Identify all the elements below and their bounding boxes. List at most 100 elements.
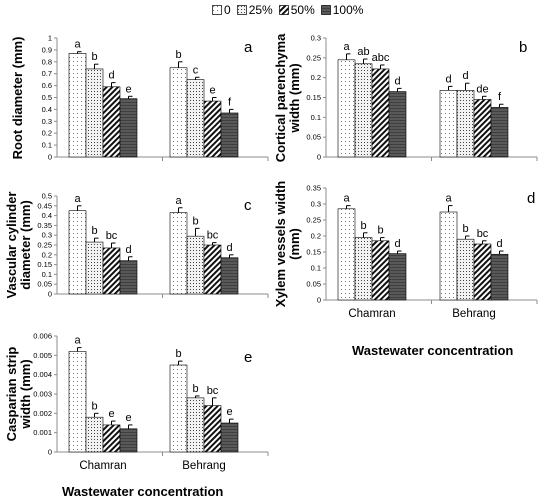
- y-tick-label: 0.5: [42, 93, 52, 102]
- significance-letter: bc: [207, 385, 219, 397]
- category-label: Chamran: [79, 460, 126, 472]
- significance-letter: b: [91, 51, 97, 63]
- bar-d-0-0: [337, 208, 356, 301]
- y-axis-title: Cortical parenchymawidth (mm): [273, 33, 302, 162]
- significance-letter: b: [377, 225, 383, 237]
- bar-e-3-0: [119, 428, 138, 453]
- y-axis-title: Vascular cylinderdiameter (mm): [4, 192, 33, 299]
- bar-b-1-1: [456, 90, 475, 158]
- legend: 0 25% 50% 100%: [212, 2, 369, 18]
- significance-letter: a: [74, 335, 81, 347]
- panel-c: 00.050.10.150.20.250.30.350.40.450.5 a abb…: [4, 192, 269, 299]
- y-tick-label: 0.4: [42, 105, 52, 114]
- y-tick-label: 0.45: [37, 201, 52, 210]
- bar-d-1-1: [456, 238, 475, 301]
- legend-label-100: 100%: [332, 3, 364, 17]
- significance-letter: d: [108, 70, 114, 82]
- bar-c-2-1: [203, 244, 222, 295]
- y-axis-title: Xylem vessels width(mm): [273, 181, 302, 308]
- bar-e-0-1: [169, 364, 188, 453]
- y-tick-label: 0: [317, 153, 321, 162]
- y-tick-label: 0.9: [42, 45, 52, 54]
- significance-letter: b: [175, 49, 181, 61]
- legend-item-100: 100%: [320, 3, 364, 17]
- legend-swatch-50: [278, 5, 289, 15]
- significance-letter: d: [394, 75, 400, 87]
- y-tick-label: 0.3: [311, 200, 321, 209]
- y-tick-label: 0.001: [33, 428, 52, 437]
- y-tick-label: 0.35: [37, 221, 52, 230]
- y-tick-label: 0.05: [306, 133, 321, 142]
- y-tick-label: 0.005: [33, 351, 52, 360]
- y-tick-label: 0: [48, 153, 52, 162]
- significance-letter: b: [462, 223, 468, 235]
- y-tick-label: 0.2: [42, 129, 52, 138]
- y-tick-label: 0.15: [306, 93, 321, 102]
- significance-letter: c: [193, 64, 199, 76]
- y-axis-title: Casparian stripwidth (mm): [4, 347, 33, 442]
- bar-a-1-0: [85, 68, 104, 158]
- bar-a-1-1: [186, 79, 205, 158]
- bar-a-3-0: [119, 98, 138, 158]
- bar-c-3-1: [220, 257, 239, 295]
- significance-letter: ab: [357, 46, 369, 58]
- significance-letter: b: [91, 400, 97, 412]
- y-tick-label: 0.7: [42, 69, 52, 78]
- y-tick-label: 0.003: [33, 390, 52, 399]
- bar-b-1-0: [354, 63, 373, 158]
- panel-letter: c: [244, 197, 252, 214]
- significance-letter: e: [125, 412, 131, 424]
- significance-letter: b: [192, 383, 198, 395]
- y-tick-label: 0.1: [42, 270, 52, 279]
- significance-letter: a: [343, 193, 350, 205]
- significance-letter: e: [108, 408, 114, 420]
- y-tick-label: 0.25: [37, 241, 52, 250]
- legend-swatch-25: [236, 5, 247, 15]
- bar-e-1-1: [186, 397, 205, 453]
- bar-c-1-0: [85, 241, 104, 295]
- significance-letter: de: [476, 83, 488, 95]
- bar-d-0-1: [439, 211, 458, 301]
- significance-letter: d: [394, 238, 400, 250]
- bar-d-2-1: [473, 243, 492, 301]
- y-tick-label: 0.3: [311, 34, 321, 43]
- bar-e-1-0: [85, 416, 104, 453]
- legend-item-0: 0: [212, 3, 231, 17]
- significance-letter: bc: [207, 230, 219, 242]
- category-label: Chamran: [348, 308, 395, 320]
- y-tick-label: 0.6: [42, 81, 52, 90]
- category-label: Behrang: [452, 308, 495, 320]
- bar-a-2-0: [102, 86, 121, 158]
- y-tick-label: 0: [48, 448, 52, 457]
- panel-b: 00.050.10.150.20.250.3adabdabcdedfbCorti…: [273, 33, 538, 162]
- bar-c-0-1: [169, 212, 188, 295]
- bar-e-2-1: [203, 405, 222, 453]
- y-axis-title: Root diameter (mm): [10, 37, 25, 160]
- legend-swatch-0: [212, 5, 222, 15]
- bar-b-3-1: [490, 107, 509, 158]
- panel-letter: d: [527, 190, 535, 207]
- bar-b-2-0: [371, 68, 390, 158]
- significance-letter: e: [125, 83, 131, 95]
- y-tick-label: 0.25: [306, 53, 321, 62]
- significance-letter: b: [192, 215, 198, 227]
- y-tick-label: 0.1: [311, 113, 321, 122]
- legend-swatch-100: [320, 5, 331, 15]
- bar-c-2-0: [102, 247, 121, 295]
- bar-d-3-0: [388, 253, 407, 301]
- bar-c-3-0: [119, 260, 138, 295]
- y-tick-label: 0.15: [37, 260, 52, 269]
- y-tick-label: 0.2: [311, 73, 321, 82]
- bar-e-0-0: [68, 351, 87, 453]
- bar-b-0-1: [439, 90, 458, 158]
- bar-a-3-1: [220, 112, 239, 158]
- legend-label-0: 0: [224, 3, 231, 17]
- category-label: Behrang: [182, 460, 225, 472]
- y-tick-label: 0.05: [306, 280, 321, 289]
- y-tick-label: 0.006: [33, 332, 52, 341]
- bar-e-3-1: [220, 422, 239, 453]
- significance-letter: a: [74, 39, 81, 51]
- legend-label-50: 50%: [290, 3, 315, 17]
- panel-letter: b: [519, 39, 527, 56]
- significance-letter: e: [209, 85, 215, 97]
